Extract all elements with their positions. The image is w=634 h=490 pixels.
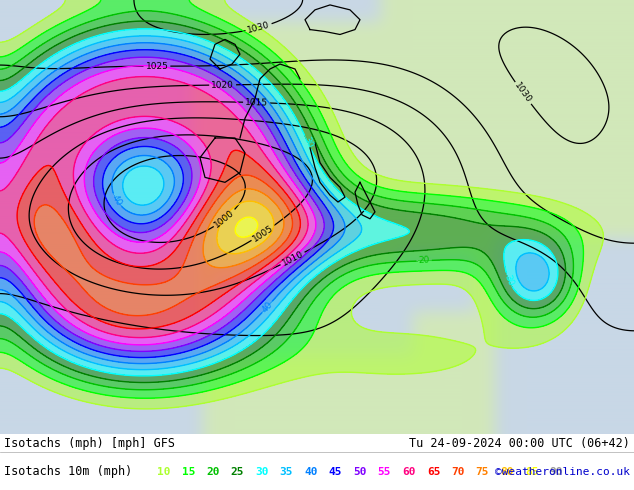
Text: 75: 75 — [476, 467, 489, 477]
Text: 1030: 1030 — [513, 81, 533, 105]
Text: 50: 50 — [353, 467, 366, 477]
Text: 1005: 1005 — [251, 223, 275, 243]
Text: 85: 85 — [525, 467, 538, 477]
Text: Isotachs 10m (mph): Isotachs 10m (mph) — [4, 466, 133, 478]
Text: 40: 40 — [260, 300, 275, 314]
Text: 30: 30 — [503, 273, 515, 287]
Text: 30: 30 — [301, 135, 314, 149]
Text: 1020: 1020 — [211, 80, 234, 90]
Text: 45: 45 — [329, 467, 342, 477]
Text: 1015: 1015 — [245, 98, 268, 107]
Text: 20: 20 — [418, 256, 430, 266]
Text: 25: 25 — [231, 467, 244, 477]
Text: 1030: 1030 — [247, 21, 271, 35]
Text: 55: 55 — [378, 467, 391, 477]
Text: 80: 80 — [500, 467, 514, 477]
Text: 10: 10 — [157, 467, 171, 477]
Text: 70: 70 — [451, 467, 465, 477]
Text: 15: 15 — [182, 467, 195, 477]
Text: 1025: 1025 — [145, 62, 169, 71]
Text: 40: 40 — [304, 467, 318, 477]
Text: 20: 20 — [206, 467, 220, 477]
Text: 30: 30 — [256, 467, 269, 477]
Text: Isotachs (mph) [mph] GFS: Isotachs (mph) [mph] GFS — [4, 437, 175, 450]
Text: 1000: 1000 — [213, 208, 236, 229]
Text: 40: 40 — [110, 193, 124, 207]
Text: 60: 60 — [402, 467, 416, 477]
Text: 90: 90 — [549, 467, 563, 477]
Text: 1010: 1010 — [280, 249, 305, 268]
Text: 35: 35 — [280, 467, 294, 477]
Text: Tu 24-09-2024 00:00 UTC (06+42): Tu 24-09-2024 00:00 UTC (06+42) — [409, 437, 630, 450]
Text: ©weatheronline.co.uk: ©weatheronline.co.uk — [495, 467, 630, 477]
Text: 65: 65 — [427, 467, 440, 477]
